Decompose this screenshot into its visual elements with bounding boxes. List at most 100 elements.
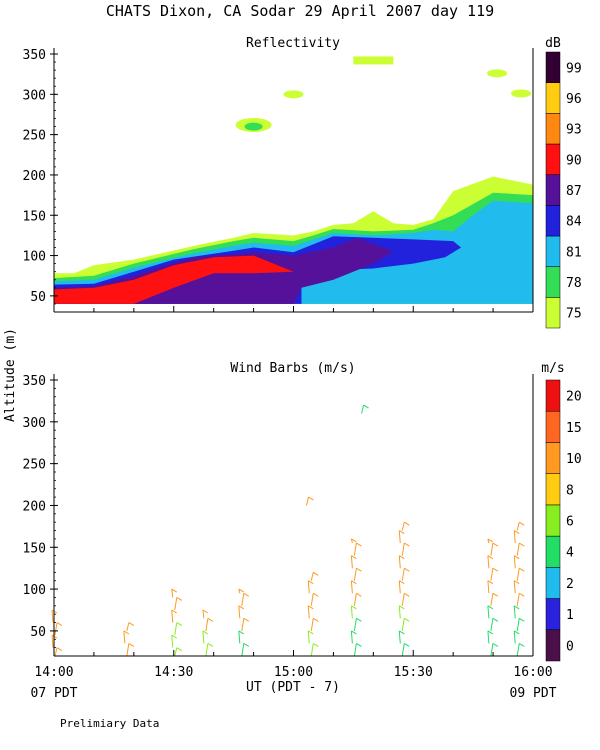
wind-barbs xyxy=(51,404,525,657)
wind-barb-tick-0-2 xyxy=(56,622,63,626)
reflectivity-colorbar-swatch-3 xyxy=(545,205,561,237)
wind-barb-segment-9-1 xyxy=(398,630,401,644)
wind-barb-tick-7-4 xyxy=(356,592,362,597)
x-right-sublabel: 09 PDT xyxy=(510,686,557,701)
axes: 50 100 150 200 250 300 350 50 100 150 200 250 300 350… xyxy=(23,48,553,680)
wind-barb-tick-10-6 xyxy=(492,567,499,572)
reflectivity-colorbar-swatch-6 xyxy=(545,113,561,145)
wind-barb-segment-0-2 xyxy=(54,622,58,636)
y-tick-label-0-6: 350 xyxy=(23,48,46,63)
reflectivity-unit: dB xyxy=(545,36,561,51)
reflectivity-region-90-5 xyxy=(54,255,294,304)
wind-barb-tick-4-3 xyxy=(238,605,245,610)
wind-barb-tick-11-3 xyxy=(513,605,520,610)
wind-barb-segment-10-8 xyxy=(490,543,494,556)
wind-barb-segment-11-0 xyxy=(516,643,520,657)
wind-barb-segment-5-2 xyxy=(310,618,314,631)
wind-barb-segment-10-0 xyxy=(490,643,494,657)
wind-barb-tick-11-5 xyxy=(513,580,520,585)
wind-barb-tick-5-3 xyxy=(308,605,314,610)
wind-barb-tick-2-2 xyxy=(176,622,183,626)
wind-barb-tick-10-2 xyxy=(492,617,499,622)
reflectivity-colorbar-label-5: 90 xyxy=(566,153,582,168)
y-tick-label-0-0: 50 xyxy=(30,290,46,305)
reflectivity-colorbar-label-6: 93 xyxy=(566,123,582,138)
wind-colorbar-label-8: 20 xyxy=(566,390,582,405)
wind-colorbar-label-2: 2 xyxy=(566,577,574,592)
wind-barb-tick-5-5 xyxy=(308,580,314,585)
x-tick-label-3: 15:30 xyxy=(394,665,433,680)
wind-barb-segment-5-6 xyxy=(310,572,314,581)
wind-barb-segment-5-0 xyxy=(310,643,314,657)
wind-barb-tick-11-2 xyxy=(518,617,525,622)
wind-barb-tick-3-2 xyxy=(207,617,214,622)
y-tick-label-0-1: 100 xyxy=(23,250,46,265)
y-tick-label-0-4: 250 xyxy=(23,129,46,144)
wind-barb-segment-11-2 xyxy=(516,618,520,631)
wind-barb-tick-9-5 xyxy=(399,580,405,585)
wind-colorbar-swatch-5 xyxy=(545,473,561,506)
wind-barb-segment-7-1 xyxy=(350,630,353,644)
wind-barb-tick-9-1 xyxy=(399,630,405,635)
x-tick-label-0: 14:00 xyxy=(34,665,73,680)
wind-barb-segment-5-3 xyxy=(307,605,310,619)
reflectivity-colorbar-swatch-8 xyxy=(545,51,561,83)
wind-barb-tick-9-9 xyxy=(399,530,405,534)
wind-barb-segment-5-4 xyxy=(310,593,314,606)
reflectivity-patch-1 xyxy=(244,122,263,131)
reflectivity-colorbar-swatch-1 xyxy=(545,266,561,298)
wind-barb-segment-11-4 xyxy=(516,593,520,606)
wind-barb-tick-9-3 xyxy=(399,605,405,610)
wind-barb-tick-6-0 xyxy=(308,496,314,501)
wind-barb-segment-4-0 xyxy=(241,643,245,657)
wind-barb-segment-9-9 xyxy=(398,530,401,544)
wind-barb-tick-9-2 xyxy=(404,617,410,622)
wind-colorbar-label-0: 0 xyxy=(566,639,574,654)
wind-barb-segment-9-4 xyxy=(401,593,405,606)
wind-barb-segment-2-2 xyxy=(174,622,178,636)
wind-barb-segment-7-9 xyxy=(350,538,353,544)
wind-barb-segment-0-3 xyxy=(51,609,54,623)
wind-barb-tick-10-1 xyxy=(487,630,494,635)
wind-barb-segment-9-8 xyxy=(401,543,405,556)
wind-barb-segment-11-5 xyxy=(513,580,516,594)
wind-barb-segment-6-0 xyxy=(305,496,309,506)
wind-barb-segment-7-3 xyxy=(350,605,353,619)
wind-colorbar-label-4: 6 xyxy=(566,515,574,530)
y-tick-label-1-5: 300 xyxy=(23,416,46,431)
wind-barb-tick-5-2 xyxy=(313,617,319,622)
wind-barb-segment-3-3 xyxy=(202,609,205,619)
reflectivity-colorbar-label-1: 78 xyxy=(566,276,582,291)
wind-barb-segment-4-2 xyxy=(241,618,245,631)
wind-colorbar-swatch-3 xyxy=(545,535,561,568)
y-tick-label-1-2: 150 xyxy=(23,541,46,556)
wind-barb-segment-11-10 xyxy=(516,522,520,531)
wind-colorbar-label-6: 10 xyxy=(566,452,582,467)
wind-barb-segment-7-0 xyxy=(353,643,357,657)
y-tick-label-0-3: 200 xyxy=(23,169,46,184)
wind-barb-tick-9-8 xyxy=(404,542,410,547)
wind-barb-tick-10-7 xyxy=(487,555,494,560)
wind-barb-tick-11-8 xyxy=(518,542,525,547)
wind-barb-segment-5-5 xyxy=(307,580,310,594)
wind-barb-tick-2-1 xyxy=(171,634,178,639)
wind-barb-segment-2-4 xyxy=(174,597,178,611)
wind-barb-segment-3-2 xyxy=(205,618,209,631)
x-left-sublabel: 07 PDT xyxy=(31,686,78,701)
reflectivity-colorbar-swatch-4 xyxy=(545,174,561,206)
wind-barb-segment-11-9 xyxy=(513,530,516,544)
wind-barb-tick-2-5 xyxy=(171,588,178,593)
wind-barb-segment-2-1 xyxy=(171,635,174,648)
wind-barb-tick-2-3 xyxy=(171,609,178,614)
wind-barb-tick-10-9 xyxy=(487,538,494,543)
wind-barb-tick-1-1 xyxy=(123,630,130,635)
wind-barb-segment-3-0 xyxy=(205,643,209,657)
wind-barb-segment-10-2 xyxy=(490,618,494,631)
reflectivity-patch-4 xyxy=(487,69,508,78)
wind-barb-segment-5-1 xyxy=(307,630,310,644)
x-axis-label: UT (PDT - 7) xyxy=(246,680,340,695)
reflectivity-colorbar-label-2: 81 xyxy=(566,245,582,260)
wind-colorbar-swatch-1 xyxy=(545,598,561,631)
wind-barb-tick-11-1 xyxy=(513,630,520,635)
x-tick-label-1: 14:30 xyxy=(154,665,193,680)
